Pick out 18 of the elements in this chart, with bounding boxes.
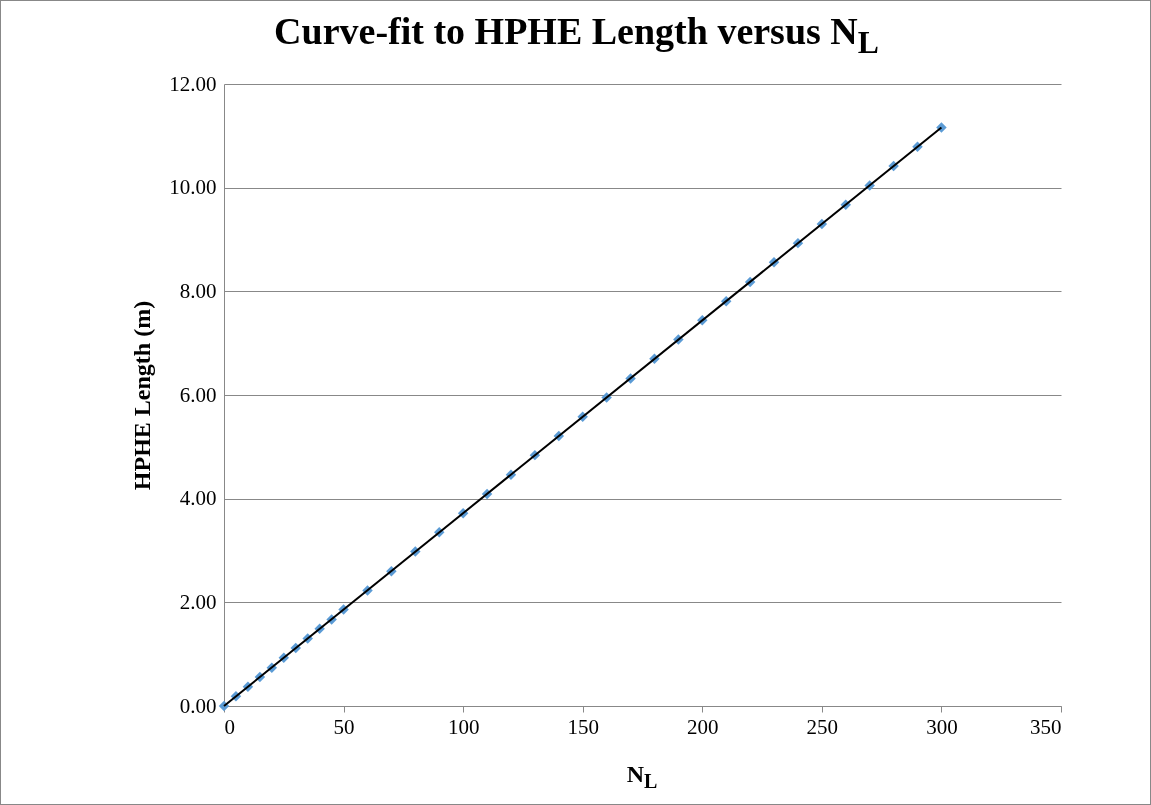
y-axis-title: HPHE Length (m) [129,300,156,491]
x-tick-label: 350 [1030,714,1062,739]
x-axis-title: N$_{L}$ [625,761,659,793]
y-tick-label: 10.00 [169,175,217,200]
x-tick-label: 250 [806,714,839,739]
y-tick-label: 12.00 [169,71,217,96]
x-tick-label: 200 [687,714,719,739]
x-tick-label: 50 [333,714,355,739]
x-tick-label: 150 [567,714,599,739]
y-tick-label: 0.00 [179,693,217,718]
x-tick-label: 100 [447,714,480,739]
y-tick-label: 6.00 [179,382,217,407]
y-tick-label: 8.00 [179,278,217,303]
y-tick-label: 4.00 [179,486,217,511]
chart-title: Curve-fit to HPHE Length versus N$_{L}$ [273,9,880,61]
x-tick-label: 300 [926,714,958,739]
y-tick-label: 2.00 [179,589,217,614]
x-tick-label: 0 [224,714,235,739]
